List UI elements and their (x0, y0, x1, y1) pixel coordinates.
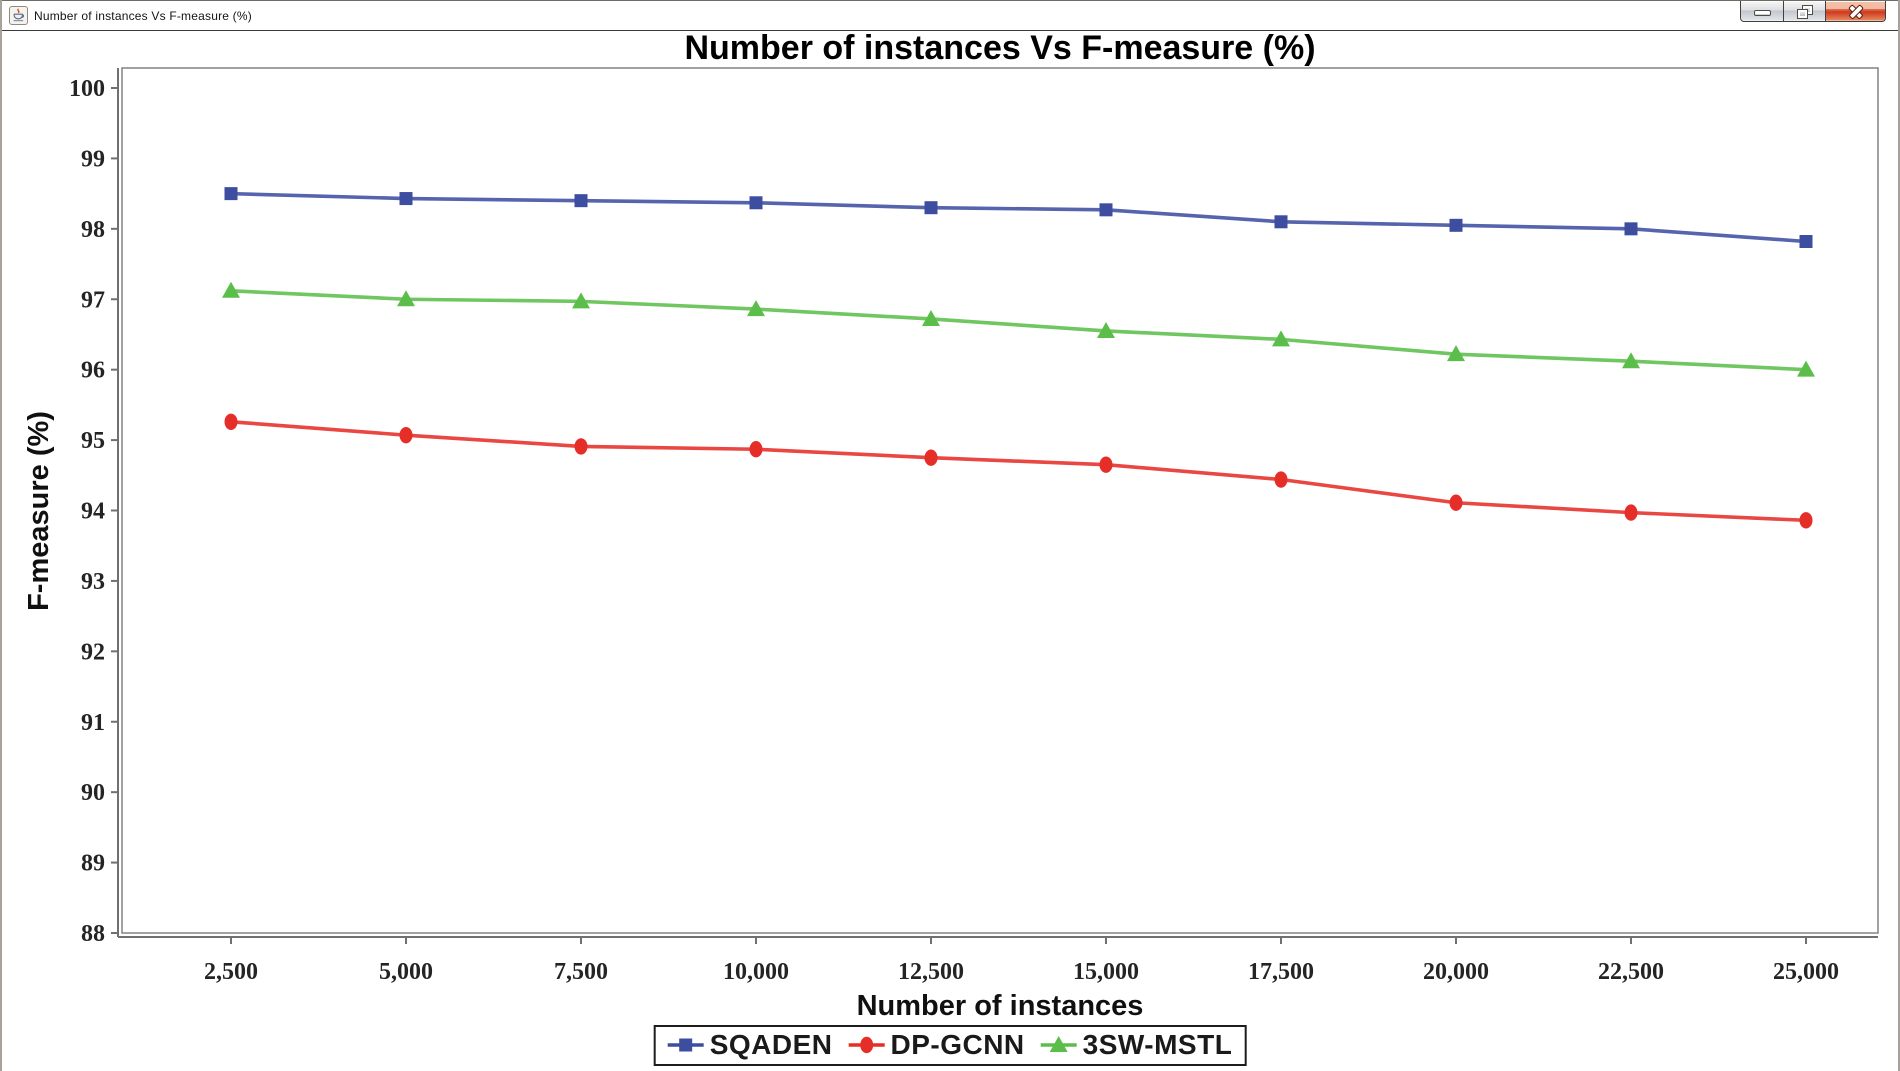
y-tick-label: 100 (69, 76, 105, 102)
x-tick-label: 2,500 (204, 959, 258, 985)
series-line-DP-GCNN (230, 419, 1807, 523)
3SW-MSTL-marker (222, 281, 240, 298)
SQADEN-marker (1799, 235, 1813, 249)
legend-triangle-glyph (1049, 1036, 1068, 1052)
SQADEN-marker (1274, 215, 1288, 229)
3SW-MSTL-marker (747, 300, 765, 317)
titlebar[interactable]: Number of instances Vs F-measure (%) (2, 0, 1898, 31)
x-tick-label: 20,000 (1423, 959, 1489, 985)
y-tick-label: 91 (81, 710, 105, 736)
y-tick-label: 94 (81, 499, 105, 525)
series-DP-GCNN (224, 413, 1813, 529)
y-tick-label: 98 (81, 217, 105, 243)
DP-GCNN-marker (924, 449, 938, 466)
legend-item-dp-gcnn: DP-GCNN (846, 1029, 1024, 1061)
x-tick-label: 22,500 (1598, 959, 1664, 985)
x-tick-label: 12,500 (898, 959, 964, 985)
3SW-MSTL-marker (1447, 345, 1465, 362)
3SW-MSTL-marker (922, 309, 940, 326)
x-tick-label: 15,000 (1073, 959, 1139, 985)
legend-item-3sw-mstl: 3SW-MSTL (1039, 1029, 1233, 1061)
x-tick-label: 10,000 (723, 959, 789, 985)
y-tick-label: 90 (81, 780, 105, 806)
DP-GCNN-marker (1449, 494, 1463, 511)
3SW-MSTL-marker (1272, 330, 1290, 347)
x-tick-label: 5,000 (379, 959, 433, 985)
SQADEN-marker (399, 192, 413, 206)
y-tick-label: 97 (81, 287, 105, 313)
SQADEN-marker (1449, 218, 1463, 232)
3SW-MSTL-marker (397, 290, 415, 307)
minimize-button[interactable] (1740, 1, 1784, 22)
chart-panel: Number of instances Vs F-measure (%) F-me… (2, 29, 1898, 1071)
maximize-button[interactable] (1784, 1, 1826, 22)
y-tick-label: 93 (81, 569, 105, 595)
DP-GCNN-marker (1799, 512, 1813, 529)
close-icon (1848, 5, 1864, 19)
legend-square-icon (667, 1038, 704, 1052)
3SW-MSTL-marker (1622, 352, 1640, 369)
series-3SW-MSTL (222, 281, 1815, 377)
window-controls (1740, 1, 1886, 22)
SQADEN-marker (924, 201, 938, 215)
legend-square-glyph (679, 1038, 693, 1052)
chart-title: Number of instances Vs F-measure (%) (684, 31, 1315, 67)
SQADEN-marker (224, 187, 238, 201)
y-tick-label: 96 (81, 358, 105, 384)
java-coffee-cup-icon[interactable] (9, 6, 28, 25)
close-button[interactable] (1826, 1, 1886, 22)
y-tick-label: 99 (81, 146, 105, 172)
legend-item-sqaden: SQADEN (666, 1029, 833, 1061)
legend-circle-glyph (859, 1036, 873, 1054)
legend-label: DP-GCNN (890, 1029, 1025, 1060)
plot-frame (121, 67, 1879, 934)
SQADEN-marker (574, 194, 588, 208)
DP-GCNN-marker (399, 426, 413, 444)
y-tick-label: 89 (81, 851, 105, 877)
window-title: Number of instances Vs F-measure (%) (34, 8, 252, 23)
x-axis-title: Number of instances (857, 990, 1144, 1022)
series-SQADEN (224, 187, 1813, 249)
DP-GCNN-marker (1099, 456, 1113, 473)
chart-legend: SQADEN DP-GCNN 3SW-MSTL (653, 1025, 1247, 1066)
legend-circle-icon (848, 1036, 885, 1054)
3SW-MSTL-marker (1097, 321, 1115, 338)
3SW-MSTL-marker (572, 292, 590, 309)
restore-icon (1797, 5, 1812, 18)
java-coffee-cup-glyph (13, 8, 25, 22)
x-tick-label: 7,500 (554, 959, 608, 985)
series-line-SQADEN (230, 191, 1807, 244)
DP-GCNN-marker (224, 413, 238, 430)
y-axis-title: F-measure (%) (23, 411, 55, 611)
3SW-MSTL-marker (1797, 360, 1815, 377)
legend-triangle-icon (1040, 1036, 1077, 1052)
x-tick-label: 25,000 (1773, 959, 1839, 985)
SQADEN-marker (1099, 203, 1113, 217)
DP-GCNN-marker (1624, 504, 1638, 521)
line-chart: Number of instances Vs F-measure (%) F-me… (23, 29, 1879, 1022)
DP-GCNN-marker (574, 438, 588, 455)
y-tick-label: 88 (81, 921, 105, 947)
minimize-icon (1754, 10, 1770, 15)
x-tick-label: 17,500 (1248, 959, 1314, 985)
legend-label: 3SW-MSTL (1082, 1029, 1233, 1060)
series-line-3SW-MSTL (230, 289, 1807, 372)
DP-GCNN-marker (749, 441, 763, 458)
SQADEN-marker (1624, 222, 1638, 236)
y-tick-label: 92 (81, 639, 105, 665)
legend-label: SQADEN (709, 1029, 833, 1060)
DP-GCNN-marker (1274, 471, 1288, 488)
SQADEN-marker (749, 196, 763, 210)
y-tick-label: 95 (81, 428, 105, 454)
